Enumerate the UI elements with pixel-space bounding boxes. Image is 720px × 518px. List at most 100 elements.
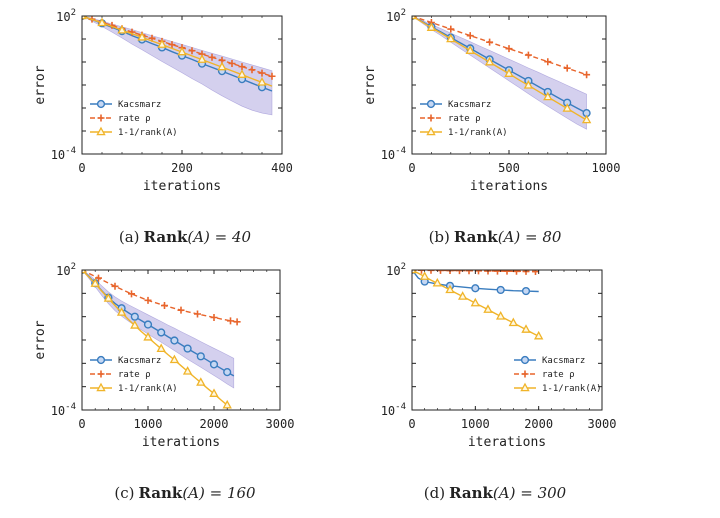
confidence-band	[82, 270, 235, 389]
data-point-triangle	[82, 270, 87, 274]
data-point-plus	[503, 270, 511, 275]
data-point-plus	[210, 314, 218, 322]
data-point-triangle	[209, 388, 219, 397]
data-point-triangle	[90, 278, 100, 287]
data-point-plus	[168, 41, 176, 49]
data-point-triangle	[562, 103, 572, 112]
y-tick-label: 102	[56, 8, 76, 24]
x-tick-label: 0	[78, 417, 85, 431]
y-tick-label: 102	[386, 262, 406, 278]
legend-entry: rate ρ	[542, 370, 575, 380]
data-point-circle	[130, 312, 139, 321]
legend-entry: rate ρ	[118, 114, 151, 124]
x-axis-label: iterations	[468, 435, 546, 450]
data-point-circle	[223, 368, 232, 377]
data-point-triangle	[523, 80, 534, 89]
x-tick-label: 3000	[266, 417, 295, 431]
data-point-triangle	[543, 91, 553, 101]
y-tick-label: 10-4	[381, 402, 406, 418]
data-point-triangle	[412, 270, 417, 274]
caption-c: (c) Rank(A) = 160	[35, 484, 335, 502]
x-tick-label: 1000	[461, 417, 490, 431]
data-point-triangle	[520, 382, 530, 392]
panel-b: 0 500 1000 102 10-4 iterations error Kacsmarz ra…	[363, 8, 620, 194]
data-point-plus	[465, 270, 473, 275]
caption-a: (a) Rank(A) = 40	[35, 228, 335, 246]
caption-math: (A) = 300	[492, 484, 567, 502]
x-tick-label: 2000	[200, 417, 229, 431]
data-point-plus	[583, 71, 591, 79]
legend-entry: rate ρ	[448, 114, 481, 124]
data-point-triangle	[143, 331, 153, 341]
x-tick-label: 1000	[592, 161, 621, 175]
data-point-triangle	[197, 54, 207, 63]
y-axis-label: error	[33, 320, 48, 359]
legend-entry: Kacsmarz	[448, 100, 491, 110]
caption-math: (A) = 40	[187, 228, 252, 246]
data-point-triangle	[457, 291, 468, 300]
data-point-triangle	[484, 56, 495, 66]
confidence-band	[412, 16, 587, 130]
x-tick-label: 1000	[134, 417, 163, 431]
data-point-plus	[475, 270, 482, 275]
plot-area	[82, 270, 241, 409]
data-point-triangle	[533, 330, 544, 340]
data-point-triangle	[426, 22, 437, 31]
data-point-circle	[520, 355, 530, 365]
data-point-triangle	[581, 114, 592, 124]
data-point-triangle	[96, 126, 106, 136]
x-tick-label: 0	[408, 417, 415, 431]
data-point-plus	[427, 114, 435, 122]
caption-b: (b) Rank(A) = 80	[345, 228, 645, 246]
caption-rank-word: Rank	[143, 228, 188, 246]
confidence-band	[82, 16, 273, 116]
data-point-triangle	[157, 39, 167, 48]
data-point-triangle	[96, 382, 106, 392]
data-point-triangle	[237, 69, 247, 78]
caption-rank-word: Rank	[449, 484, 493, 502]
data-point-triangle	[222, 399, 232, 409]
data-point-plus	[563, 64, 571, 72]
data-point-plus	[466, 32, 474, 40]
data-point-circle	[426, 99, 436, 109]
caption-label: (c)	[114, 484, 135, 502]
data-point-triangle	[504, 68, 514, 77]
data-point-plus	[494, 270, 501, 275]
data-point-triangle	[521, 324, 531, 333]
data-point-plus	[447, 25, 455, 33]
y-tick-label: 10-4	[51, 402, 76, 418]
data-point-triangle	[432, 277, 443, 287]
caption-d: (d) Rank(A) = 300	[345, 484, 645, 502]
data-point-circle	[157, 328, 166, 337]
data-point-triangle	[117, 24, 127, 34]
data-point-triangle	[470, 297, 481, 307]
data-point-triangle	[426, 126, 436, 136]
series-line	[412, 16, 587, 121]
data-point-triangle	[177, 46, 187, 56]
data-point-plus	[544, 58, 552, 66]
data-point-triangle	[137, 31, 147, 41]
y-axis-label: error	[33, 65, 48, 104]
data-point-plus	[208, 53, 216, 61]
y-tick-label: 10-4	[51, 146, 76, 162]
data-point-triangle	[495, 311, 506, 320]
legend: Kacsmarz rate ρ 1-1/rank(A)	[90, 99, 178, 138]
plot-area	[82, 16, 276, 116]
data-point-plus	[177, 306, 185, 314]
data-point-triangle	[182, 366, 193, 375]
x-tick-label: 2000	[524, 417, 553, 431]
legend-entry: 1-1/rank(A)	[448, 128, 508, 138]
y-tick-label: 102	[386, 8, 406, 24]
data-point-plus	[486, 38, 494, 46]
legend-entry: 1-1/rank(A)	[118, 384, 178, 394]
data-point-plus	[228, 60, 236, 68]
x-tick-label: 0	[408, 161, 415, 175]
data-point-circle	[209, 360, 219, 369]
series-line	[412, 16, 587, 76]
data-point-circle	[521, 286, 531, 296]
data-point-plus	[233, 318, 241, 326]
data-point-plus	[521, 370, 529, 378]
data-point-triangle	[483, 304, 493, 313]
x-axis-label: iterations	[470, 179, 548, 194]
x-tick-label: 200	[171, 161, 193, 175]
